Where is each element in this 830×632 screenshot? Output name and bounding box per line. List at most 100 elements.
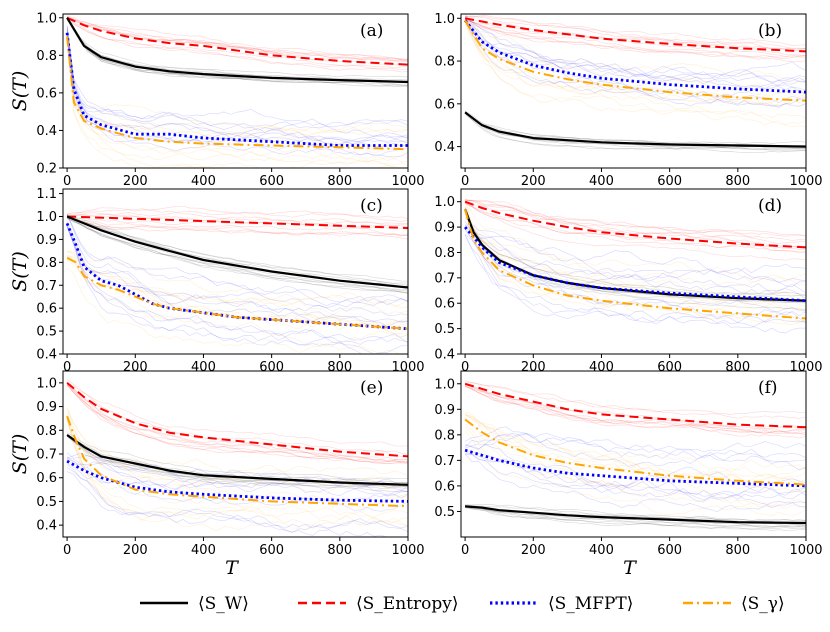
trajectory-gamma — [66, 251, 408, 316]
trajectory-entropy — [67, 217, 408, 236]
y-tick-label: 0.6 — [434, 297, 455, 312]
trajectory-mfpt — [464, 20, 806, 107]
trajectory-entropy — [465, 199, 806, 241]
trajectory-mfpt — [66, 457, 408, 512]
x-tick-label: 800 — [725, 543, 750, 558]
trajectory-gamma — [464, 196, 806, 283]
panel-label: (a) — [360, 21, 383, 41]
trajectory-mfpt — [464, 224, 806, 299]
y-tick-label: 0.4 — [36, 124, 57, 139]
trajectory-gamma — [66, 409, 408, 477]
trajectory-mfpt — [66, 33, 408, 144]
trajectory-mfpt — [66, 25, 408, 126]
mean-curve-entropy — [67, 215, 408, 229]
y-tick-label: 0.6 — [36, 471, 57, 486]
y-tick-label: 1.0 — [36, 210, 57, 225]
mean-curve-entropy — [464, 200, 806, 249]
x-tick-label: 0 — [461, 543, 469, 558]
trajectory-gamma — [464, 413, 806, 483]
trajectory-entropy — [465, 19, 806, 58]
trajectory-mfpt — [464, 217, 806, 275]
x-tick-label: 200 — [123, 360, 148, 375]
x-tick-label: 800 — [725, 360, 750, 375]
trajectory-sw — [464, 209, 806, 302]
axes-frame — [460, 370, 807, 538]
mean-curve-entropy — [66, 382, 408, 458]
mean-curve-mfpt — [65, 32, 408, 147]
trajectory-entropy — [464, 385, 806, 434]
x-tick-label: 200 — [521, 174, 546, 189]
trajectory-sw — [465, 507, 806, 531]
x-tick-label: 600 — [657, 174, 682, 189]
trajectory-gamma — [464, 208, 806, 302]
trajectory-mfpt — [464, 426, 806, 459]
trajectory-mfpt — [66, 467, 408, 533]
trajectory-gamma — [66, 36, 408, 136]
trajectory-entropy — [66, 383, 408, 461]
y-tick-label: 0.4 — [36, 519, 57, 534]
trajectory-sw — [464, 207, 806, 297]
y-tick-label: 0.6 — [36, 302, 57, 317]
trajectory-gamma — [66, 36, 408, 167]
y-tick-label: 1.0 — [434, 195, 455, 210]
y-tick-label: 0.9 — [434, 403, 455, 418]
trajectory-gamma — [66, 408, 408, 487]
trajectory-sw — [464, 114, 806, 154]
panel-e: 0 200 400 600 800 1000 0.4 0.5 0.6 0.7 0.8 0.9 1.0 (e… — [9, 370, 425, 579]
trajectory-entropy — [465, 200, 806, 237]
trajectory-entropy — [67, 208, 408, 222]
x-tick-label: 600 — [657, 360, 682, 375]
x-tick-label: 200 — [521, 543, 546, 558]
ensemble-trajectories — [464, 196, 806, 334]
y-tick-label: 1.0 — [36, 376, 57, 391]
trajectory-gamma — [464, 24, 806, 107]
trajectory-entropy — [66, 19, 408, 70]
trajectory-mfpt — [464, 16, 806, 88]
x-axis-title: T — [623, 557, 637, 579]
trajectory-mfpt — [464, 229, 806, 329]
trajectory-mfpt — [66, 214, 408, 314]
mean-curve-sw — [465, 505, 806, 525]
trajectory-gamma — [66, 37, 408, 163]
trajectory-sw — [464, 112, 806, 152]
trajectory-sw — [66, 432, 408, 480]
legend-label: ⟨S_MFPT⟩ — [548, 594, 633, 614]
trajectory-sw — [66, 16, 408, 78]
trajectory-gamma — [66, 419, 408, 532]
trajectory-entropy — [66, 17, 408, 60]
trajectory-sw — [465, 506, 806, 528]
mean-curve-sw — [66, 17, 408, 84]
trajectory-mfpt — [66, 458, 408, 497]
trajectory-gamma — [464, 429, 806, 517]
trajectory-sw — [66, 18, 408, 86]
trajectory-sw — [66, 214, 408, 284]
trajectory-entropy — [464, 19, 806, 59]
trajectory-entropy — [66, 16, 408, 62]
legend-item-sw: ⟨S_W⟩ — [140, 594, 249, 614]
y-tick-label: 0.8 — [36, 256, 57, 271]
y-tick-label: 0.6 — [36, 86, 57, 101]
trajectory-gamma — [465, 414, 806, 481]
trajectory-gamma — [66, 406, 408, 495]
trajectory-entropy — [465, 380, 806, 415]
trajectory-gamma — [67, 259, 408, 346]
trajectory-mfpt — [66, 464, 408, 536]
trajectory-entropy — [66, 216, 408, 236]
trajectory-gamma — [464, 209, 806, 325]
trajectory-entropy — [66, 17, 408, 63]
mean-curve-gamma — [464, 19, 806, 102]
panel-f: 0 200 400 600 800 1000 0.5 0.6 0.7 0.8 0.9 1.0 (f) T — [434, 370, 823, 579]
trajectory-gamma — [66, 250, 408, 307]
trajectory-mfpt — [66, 226, 408, 323]
x-tick-label: 200 — [123, 543, 148, 558]
legend-item-gamma: ⟨S_γ⟩ — [683, 594, 785, 614]
trajectory-mfpt — [66, 31, 408, 144]
panel-b: 0 200 400 600 800 1000 0.4 0.6 0.8 1.0 (b) — [434, 12, 822, 189]
trajectory-entropy — [464, 20, 806, 59]
x-tick-label: 200 — [123, 174, 148, 189]
trajectory-sw — [464, 111, 806, 150]
y-tick-label: 1.1 — [36, 187, 57, 202]
trajectory-mfpt — [66, 25, 408, 139]
y-tick-label: 0.9 — [36, 400, 57, 415]
